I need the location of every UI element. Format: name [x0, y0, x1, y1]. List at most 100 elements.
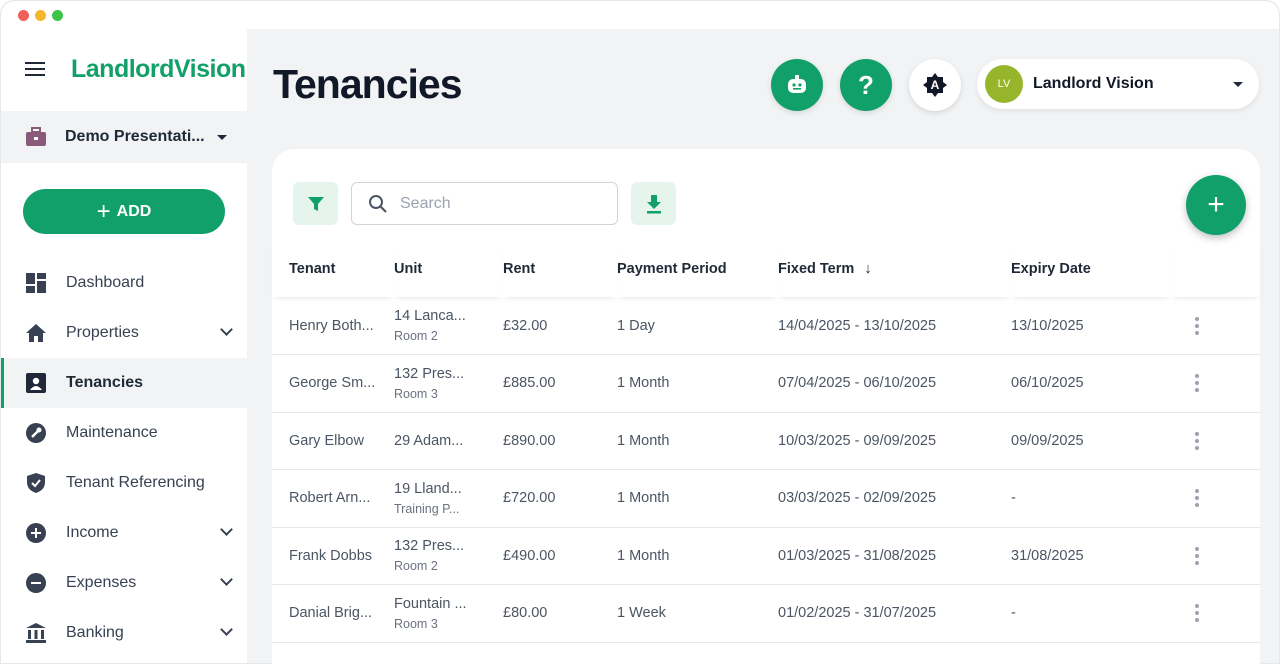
add-button[interactable]: + ADD [23, 189, 225, 234]
expiry-date-cell: - [1011, 469, 1171, 528]
unit-room: Room 3 [394, 386, 438, 401]
download-icon [646, 194, 661, 213]
column-header-expiry-date[interactable]: Expiry Date [1011, 241, 1171, 297]
sidebar-item-tenancies[interactable]: Tenancies [1, 358, 247, 408]
more-vert-icon[interactable] [1187, 604, 1207, 623]
more-vert-icon[interactable] [1187, 546, 1207, 565]
sidebar: LandlordVision Demo Presentati... + ADD D… [1, 29, 247, 663]
dashboard-icon [25, 272, 47, 294]
table-row[interactable]: George Sm... 132 Pres... Room 3 £885.00 1… [272, 354, 1260, 413]
expiry-date-cell: 31/08/2025 [1011, 527, 1171, 585]
unit-cell: 132 Pres... Room 2 [394, 527, 503, 585]
table-row[interactable]: Frank Dobbs 132 Pres... Room 2 £490.00 1 … [272, 527, 1260, 585]
table-row[interactable]: Henry Both... 14 Lanca... Room 2 £32.00 1… [272, 297, 1260, 355]
home-icon [25, 322, 47, 344]
accessibility-button[interactable]: A [909, 59, 961, 111]
add-tenancy-button[interactable]: + [1186, 175, 1246, 235]
sidebar-item-label: Tenancies [66, 374, 144, 391]
payment-period-cell: 1 Month [617, 527, 778, 585]
fixed-term-cell: 01/02/2025 - 31/07/2025 [778, 584, 1011, 643]
column-header-payment-period[interactable]: Payment Period [617, 241, 778, 297]
more-vert-icon[interactable] [1187, 431, 1207, 450]
sidebar-item-dashboard[interactable]: Dashboard [1, 258, 247, 308]
rent-cell: £720.00 [503, 469, 617, 528]
fixed-term-cell: 03/03/2025 - 02/09/2025 [778, 469, 1011, 528]
wrench-icon [25, 422, 47, 444]
sidebar-item-banking[interactable]: Banking [1, 608, 247, 658]
tenant-cell: Gary Elbow [272, 412, 394, 470]
unit-room: Training P... [394, 501, 460, 516]
unit-cell: Fountain ... Room 3 [394, 584, 503, 643]
menu-icon[interactable] [25, 62, 45, 76]
column-header-label: Fixed Term [778, 261, 855, 277]
table-row[interactable]: Danial Brig... Fountain ... Room 3 £80.00… [272, 584, 1260, 643]
filter-button[interactable] [293, 182, 338, 225]
sidebar-item-label: Maintenance [66, 424, 158, 441]
actions-cell [1171, 527, 1260, 585]
table-row[interactable]: Gary Elbow 29 Adam... £890.00 1 Month 10… [272, 412, 1260, 470]
fixed-term-cell: 01/03/2025 - 31/08/2025 [778, 527, 1011, 585]
add-label: ADD [116, 202, 152, 220]
download-button[interactable] [631, 182, 676, 225]
payment-period-cell: 1 Month [617, 412, 778, 470]
user-menu[interactable]: LV Landlord Vision [977, 59, 1259, 109]
unit-room: Room 2 [394, 559, 438, 574]
tenant-cell: Frank Dobbs [272, 527, 394, 585]
search-input[interactable]: Search [351, 182, 618, 225]
column-header-unit[interactable]: Unit [394, 241, 503, 297]
unit-cell: 132 Pres... Room 3 [394, 354, 503, 413]
organization-name: Demo Presentati... [65, 128, 205, 145]
column-header-fixed-term[interactable]: Fixed Term ↓ [778, 241, 1011, 297]
sidebar-item-income[interactable]: Income [1, 508, 247, 558]
unit-cell: 14 Lanca... Room 2 [394, 297, 503, 355]
payment-period-cell: 1 Day [617, 297, 778, 355]
unit-name: Fountain ... [394, 595, 467, 612]
column-header-tenant[interactable]: Tenant [272, 241, 394, 297]
maximize-window-button[interactable] [52, 9, 63, 21]
close-window-button[interactable] [18, 9, 29, 21]
caret-down-icon [216, 134, 227, 140]
expiry-date-cell: 13/10/2025 [1011, 297, 1171, 355]
rent-cell: £885.00 [503, 354, 617, 413]
help-button[interactable]: ? [840, 59, 892, 111]
caret-down-icon [1233, 81, 1243, 87]
robot-icon [788, 75, 806, 93]
avatar: LV [985, 65, 1023, 103]
more-vert-icon[interactable] [1187, 489, 1207, 508]
tenant-cell: George Sm... [272, 354, 394, 413]
plus-circle-icon [25, 522, 47, 544]
assistant-button[interactable] [771, 59, 823, 111]
unit-name: 29 Adam... [394, 432, 464, 449]
sidebar-item-label: Properties [66, 324, 139, 341]
sidebar-item-tenant-referencing[interactable]: Tenant Referencing [1, 458, 247, 508]
fixed-term-cell: 10/03/2025 - 09/09/2025 [778, 412, 1011, 470]
expiry-date-cell: 09/09/2025 [1011, 412, 1171, 470]
logo[interactable]: LandlordVision [71, 54, 246, 83]
table-row[interactable]: Robert Arn... 19 Lland... Training P... £… [272, 469, 1260, 528]
sidebar-item-properties[interactable]: Properties [1, 308, 247, 358]
arrow-down-icon: ↓ [864, 261, 872, 277]
sidebar-item-label: Income [66, 524, 119, 541]
minimize-window-button[interactable] [35, 9, 46, 21]
sidebar-item-label: Dashboard [66, 274, 145, 291]
actions-cell [1171, 354, 1260, 413]
rent-cell: £80.00 [503, 584, 617, 643]
bank-icon [25, 622, 47, 644]
contact-card-icon [25, 372, 47, 394]
page-title: Tenancies [273, 61, 462, 107]
column-header-rent[interactable]: Rent [503, 241, 617, 297]
tenant-cell: Danial Brig... [272, 584, 394, 643]
actions-cell [1171, 412, 1260, 470]
rent-cell: £490.00 [503, 527, 617, 585]
tenancies-card: Search + Tenant Unit Rent Payment Period… [272, 149, 1260, 665]
column-header-actions [1171, 241, 1260, 297]
sidebar-item-expenses[interactable]: Expenses [1, 558, 247, 608]
sidebar-item-maintenance[interactable]: Maintenance [1, 408, 247, 458]
organization-selector[interactable]: Demo Presentati... [1, 111, 247, 163]
tenancies-table: Tenant Unit Rent Payment Period Fixed Te… [272, 241, 1260, 643]
more-vert-icon[interactable] [1187, 374, 1207, 393]
more-vert-icon[interactable] [1187, 316, 1207, 335]
sidebar-item-label: Banking [66, 624, 124, 641]
chevron-down-icon [220, 623, 233, 636]
